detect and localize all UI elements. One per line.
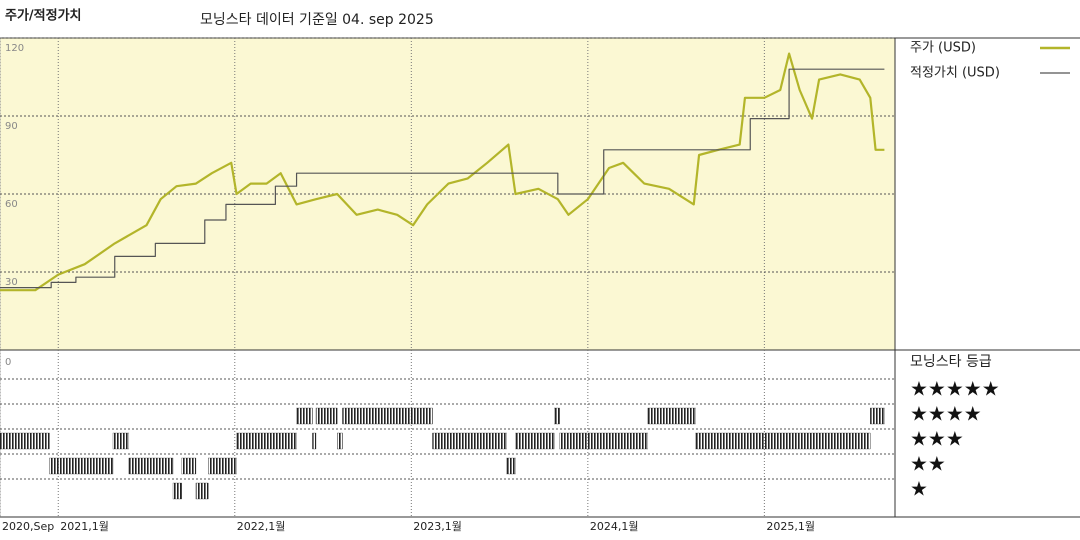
y-tick-label: 60 — [5, 199, 18, 210]
rating-bar — [128, 457, 174, 475]
rating-bar — [181, 457, 197, 475]
rating-bar — [172, 482, 182, 500]
rating-tick-label: 0 — [5, 357, 11, 368]
rating-bar — [506, 457, 516, 475]
rating-bar — [236, 432, 297, 450]
rating-bar — [342, 407, 433, 425]
rating-bar — [554, 407, 560, 425]
rating-bar — [312, 432, 317, 450]
rating-bar — [315, 407, 338, 425]
rating-legend-label: ★★★★ — [910, 402, 982, 426]
rating-legend-label: ★ — [910, 477, 928, 501]
rating-bar — [695, 432, 871, 450]
rating-title: 모닝스타 등급 — [910, 354, 992, 370]
y-tick-label: 90 — [5, 121, 18, 132]
series-line — [0, 68, 885, 289]
x-tick-label: 2023,1월 — [413, 520, 462, 533]
legend-label: 적정가치 (USD) — [910, 66, 1000, 81]
chart-title: 주가/적정가치 — [5, 8, 82, 24]
rating-bar — [870, 407, 885, 425]
rating-bar — [296, 407, 313, 425]
x-tick-label: 2022,1월 — [237, 520, 286, 533]
rating-bar — [432, 432, 507, 450]
x-tick-label: 2021,1월 — [60, 520, 109, 533]
rating-bar — [337, 432, 343, 450]
rating-bar — [208, 457, 237, 475]
rating-bar — [112, 432, 130, 450]
rating-bar — [515, 432, 555, 450]
series-line — [0, 52, 885, 292]
x-tick-label: 2025,1월 — [766, 520, 815, 533]
rating-bar — [559, 432, 649, 450]
x-tick-label: 2024,1월 — [590, 520, 639, 533]
rating-legend-label: ★★ — [910, 452, 946, 476]
rating-bar — [49, 457, 114, 475]
rating-bar — [647, 407, 696, 425]
legend-label: 주가 (USD) — [910, 41, 976, 56]
chart-subtitle: 모닝스타 데이터 기준일 04. sep 2025 — [200, 12, 434, 28]
rating-bar — [0, 432, 50, 450]
y-tick-label: 30 — [5, 277, 18, 288]
x-tick-label: 2020,Sep — [2, 520, 54, 533]
rating-legend-label: ★★★★★ — [910, 377, 1000, 401]
y-tick-label: 120 — [5, 43, 24, 54]
rating-legend-label: ★★★ — [910, 427, 964, 451]
rating-bar — [195, 482, 209, 500]
